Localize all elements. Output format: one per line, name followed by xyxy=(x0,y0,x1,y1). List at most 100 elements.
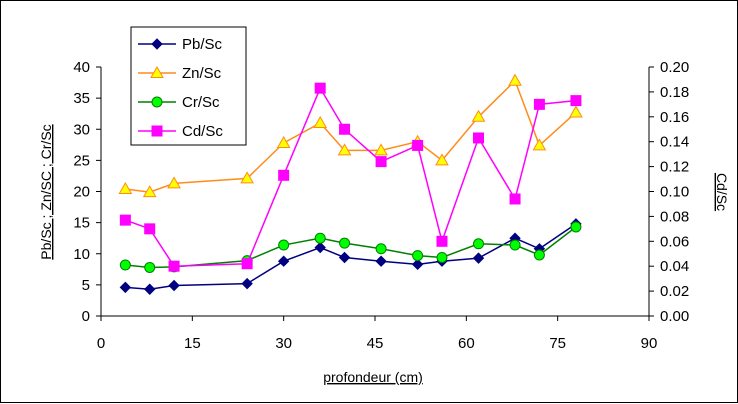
series-line-cd-sc xyxy=(125,86,577,267)
data-point-pb-sc xyxy=(338,251,351,264)
data-point-zn-sc xyxy=(313,116,328,129)
data-point-cr-sc xyxy=(509,239,521,251)
legend-marker-cd-sc xyxy=(151,125,163,137)
data-point-cd-sc xyxy=(412,139,424,151)
data-point-pb-sc xyxy=(375,255,387,267)
y-tick-label: 25 xyxy=(73,152,90,169)
data-point-cd-sc xyxy=(241,258,253,270)
x-tick-label: 45 xyxy=(367,335,384,352)
data-point-zn-sc xyxy=(142,185,157,198)
data-point-cr-sc xyxy=(473,238,485,250)
axes xyxy=(96,66,654,321)
y-tick-label: 0 xyxy=(82,308,90,325)
data-point-cd-sc xyxy=(570,95,582,107)
data-point-cd-sc xyxy=(339,123,351,135)
data-point-zn-sc xyxy=(532,138,547,151)
y2-tick-label: 0.00 xyxy=(660,308,689,325)
data-point-pb-sc xyxy=(314,241,326,254)
y2-tick-label: 0.08 xyxy=(660,208,689,225)
y-tick-label: 30 xyxy=(73,121,90,138)
data-point-cr-sc xyxy=(436,251,448,263)
series-line-pb-sc xyxy=(125,223,577,290)
series-zn-sc xyxy=(118,73,583,198)
y-tick-label: 10 xyxy=(73,246,90,263)
x-tick-label: 0 xyxy=(97,335,105,352)
legend: Pb/Sc Zn/Sc Cr/Sc Cd/Sc xyxy=(130,26,247,146)
data-point-zn-sc xyxy=(276,135,291,148)
data-point-cd-sc xyxy=(436,235,448,247)
series-cr-sc xyxy=(119,221,582,273)
legend-label-pb-sc: Pb/Sc xyxy=(182,36,223,53)
legend-box xyxy=(130,26,247,146)
data-point-cr-sc xyxy=(570,221,582,233)
series-layer xyxy=(118,73,583,295)
data-point-pb-sc xyxy=(168,279,180,292)
legend-marker-zn-sc xyxy=(150,65,164,78)
x-tick-label: 75 xyxy=(549,335,566,352)
y-tick-label: 35 xyxy=(73,90,90,107)
data-point-cr-sc xyxy=(144,261,156,273)
data-point-cd-sc xyxy=(144,223,156,235)
data-point-cr-sc xyxy=(375,243,387,255)
y2-tick-label: 0.12 xyxy=(660,159,689,176)
legend-entry-pb-sc: Pb/Sc xyxy=(138,36,223,53)
data-point-pb-sc xyxy=(277,255,290,267)
series-cd-sc xyxy=(119,82,582,272)
data-point-cr-sc xyxy=(119,259,131,271)
y2-tick-label: 0.06 xyxy=(660,233,689,250)
data-point-pb-sc xyxy=(472,252,485,264)
data-point-zn-sc xyxy=(337,143,352,156)
series-pb-sc xyxy=(119,218,582,295)
x-tick-label: 90 xyxy=(641,335,658,352)
y-tick-label: 40 xyxy=(73,59,90,76)
y2-tick-label: 0.14 xyxy=(660,134,689,151)
data-point-zn-sc xyxy=(167,176,181,189)
data-point-zn-sc xyxy=(240,171,254,184)
data-point-cr-sc xyxy=(339,237,351,249)
data-point-cd-sc xyxy=(278,169,290,181)
tick-labels: 0 15 30 45 60 75 90 0 5 10 15 20 25 30 35 40 0.00 0.02 0.0… xyxy=(73,59,689,352)
y2-axis-title: Cd/Sc xyxy=(714,173,730,211)
legend-entry-cd-sc: Cd/Sc xyxy=(138,123,223,140)
legend-marker-cr-sc xyxy=(151,96,163,108)
legend-entry-zn-sc: Zn/Sc xyxy=(138,65,222,82)
y-tick-label: 15 xyxy=(73,215,90,232)
data-point-cr-sc xyxy=(314,232,326,244)
data-point-pb-sc xyxy=(119,281,132,294)
data-point-zn-sc xyxy=(374,143,388,156)
data-point-cd-sc xyxy=(314,82,326,94)
data-point-cd-sc xyxy=(533,98,545,110)
y-tick-label: 5 xyxy=(82,277,90,294)
data-point-zn-sc xyxy=(471,109,486,122)
data-point-zn-sc xyxy=(508,73,522,86)
y2-tick-label: 0.10 xyxy=(660,184,689,201)
x-tick-label: 30 xyxy=(275,335,292,352)
series-line-zn-sc xyxy=(125,79,577,193)
data-point-pb-sc xyxy=(411,258,424,271)
data-point-cd-sc xyxy=(473,132,485,144)
data-point-zn-sc xyxy=(118,182,133,195)
data-point-zn-sc xyxy=(569,105,583,118)
data-point-cd-sc xyxy=(119,214,131,226)
legend-entry-cr-sc: Cr/Sc xyxy=(138,94,220,111)
y2-tick-label: 0.02 xyxy=(660,283,689,300)
legend-label-zn-sc: Zn/Sc xyxy=(182,65,222,82)
data-point-cr-sc xyxy=(278,239,290,251)
y2-tick-label: 0.16 xyxy=(660,109,689,126)
data-point-cd-sc xyxy=(509,193,521,205)
y2-tick-label: 0.04 xyxy=(660,258,689,275)
legend-label-cr-sc: Cr/Sc xyxy=(182,94,220,111)
legend-marker-pb-sc xyxy=(151,38,163,50)
y2-tick-label: 0.18 xyxy=(660,84,689,101)
y-tick-label: 20 xyxy=(73,184,90,201)
y-axis-title: Pb/Sc ; Zn/SC ; Cr/Sc xyxy=(38,124,54,259)
legend-label-cd-sc: Cd/Sc xyxy=(182,123,223,140)
series-line-cr-sc xyxy=(125,226,577,269)
data-point-cd-sc xyxy=(375,156,387,168)
x-tick-label: 15 xyxy=(184,335,201,352)
y2-tick-label: 0.20 xyxy=(660,59,689,76)
data-point-cd-sc xyxy=(168,260,180,272)
data-point-pb-sc xyxy=(241,277,253,290)
